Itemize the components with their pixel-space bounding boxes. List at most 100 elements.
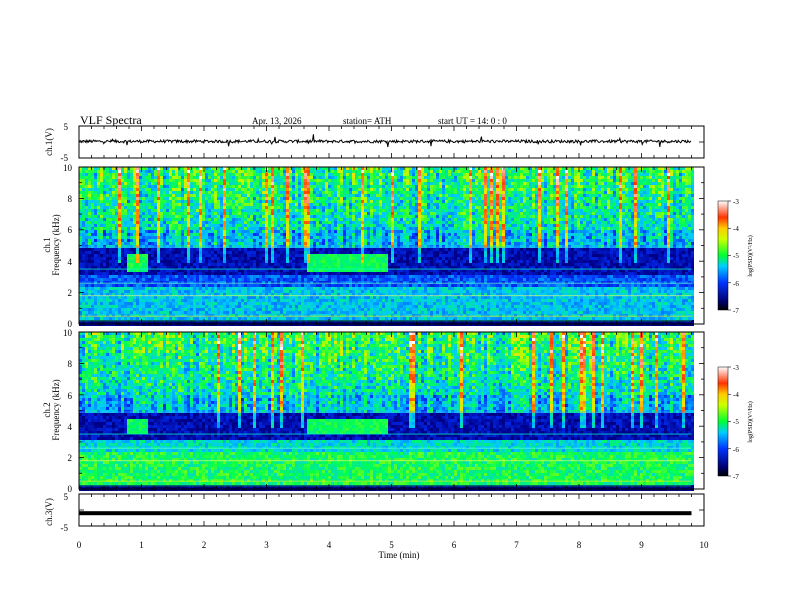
spectrogram-cell xyxy=(97,227,100,230)
spectrogram-cell xyxy=(298,320,301,323)
spectrogram-cell xyxy=(334,320,337,323)
spectrogram-cell xyxy=(286,203,289,206)
spectrogram-cell xyxy=(358,200,361,203)
spectrogram-cell xyxy=(175,206,178,209)
spectrogram-cell xyxy=(112,218,115,221)
spectrogram-cell xyxy=(115,230,118,233)
spectrogram-cell xyxy=(217,182,220,185)
spectrogram-cell xyxy=(304,278,307,281)
spectrogram-cell xyxy=(85,257,88,260)
spectrogram-cell xyxy=(274,314,277,317)
spectrogram-cell xyxy=(214,218,217,221)
spectrogram-cell xyxy=(145,266,148,269)
spectrogram-cell xyxy=(160,236,163,239)
spectrogram-cell xyxy=(229,209,232,212)
spectrogram-cell xyxy=(265,308,268,311)
spectrogram-cell xyxy=(253,170,256,173)
spectrogram-cell xyxy=(355,245,358,248)
spectrogram-cell xyxy=(133,206,136,209)
spectrogram-cell xyxy=(223,170,226,173)
spectrogram-cell xyxy=(217,293,220,296)
spectrogram-cell xyxy=(256,245,259,248)
spectrogram-cell xyxy=(349,218,352,221)
spectrogram-cell xyxy=(301,176,304,179)
spectrogram-cell xyxy=(289,275,292,278)
spectrogram-cell xyxy=(79,254,82,257)
spectrogram-cell xyxy=(163,212,166,215)
spectrogram-cell xyxy=(244,239,247,242)
spectrogram-cell xyxy=(217,287,220,290)
spectrogram-cell xyxy=(97,170,100,173)
spectrogram-cell xyxy=(121,206,124,209)
spectrogram-cell xyxy=(307,176,310,179)
spectrogram-cell xyxy=(127,308,130,311)
spectrogram-cell xyxy=(322,197,325,200)
spectrogram-cell xyxy=(259,314,262,317)
spectrogram-cell xyxy=(106,215,109,218)
spectrogram-cell xyxy=(136,275,139,278)
spectrogram-cell xyxy=(295,320,298,323)
spectrogram-cell xyxy=(292,209,295,212)
spectrogram-cell xyxy=(349,248,352,251)
spectrogram-cell xyxy=(94,203,97,206)
spectrogram-cell xyxy=(358,272,361,275)
spectrogram-cell xyxy=(79,200,82,203)
spectrogram-cell xyxy=(190,215,193,218)
spectrogram-cell xyxy=(313,257,316,260)
spectrogram-cell xyxy=(205,293,208,296)
spectrogram-cell xyxy=(124,200,127,203)
spectrogram-cell xyxy=(310,230,313,233)
spectrogram-cell xyxy=(241,248,244,251)
spectrogram-cell xyxy=(256,314,259,317)
spectrogram-cell xyxy=(205,227,208,230)
spectrogram-cell xyxy=(331,245,334,248)
spectrogram-cell xyxy=(262,275,265,278)
spectrogram-cell xyxy=(235,194,238,197)
spectrogram-cell xyxy=(268,260,271,263)
spectrogram-cell xyxy=(349,182,352,185)
spectrogram-cell xyxy=(346,239,349,242)
spectrogram-cell xyxy=(214,314,217,317)
spectrogram-cell xyxy=(112,275,115,278)
spectrogram-cell xyxy=(241,245,244,248)
spectrogram-cell xyxy=(202,209,205,212)
spectrogram-cell xyxy=(202,224,205,227)
spectrogram-cell xyxy=(157,233,160,236)
spectrogram-cell xyxy=(325,236,328,239)
spectrogram-cell xyxy=(241,269,244,272)
spectrogram-cell xyxy=(220,260,223,263)
spectrogram-cell xyxy=(220,227,223,230)
spectrogram-cell xyxy=(208,224,211,227)
spectrogram-cell xyxy=(310,215,313,218)
spectrogram-cell xyxy=(283,194,286,197)
spectrogram-cell xyxy=(85,215,88,218)
spectrogram-cell xyxy=(205,221,208,224)
spectrogram-cell xyxy=(136,233,139,236)
spectrogram-cell xyxy=(193,197,196,200)
spectrogram-cell xyxy=(253,176,256,179)
spectrogram-cell xyxy=(145,260,148,263)
spectrogram-cell xyxy=(166,245,169,248)
spectrogram-cell xyxy=(265,239,268,242)
spectrogram-cell xyxy=(358,209,361,212)
spectrogram-cell xyxy=(355,257,358,260)
spectrogram-cell xyxy=(139,317,142,320)
spectrogram-cell xyxy=(325,188,328,191)
spectrogram-cell xyxy=(316,242,319,245)
spectrogram-cell xyxy=(325,254,328,257)
spectrogram-cell xyxy=(88,194,91,197)
spectrogram-cell xyxy=(268,218,271,221)
spectrogram-cell xyxy=(346,311,349,314)
spectrogram-cell xyxy=(271,179,274,182)
spectrogram-cell xyxy=(82,245,85,248)
spectrogram-cell xyxy=(85,179,88,182)
spectrogram-cell xyxy=(145,296,148,299)
spectrogram-cell xyxy=(274,254,277,257)
spectrogram-cell xyxy=(151,275,154,278)
spectrogram-cell xyxy=(241,302,244,305)
spectrogram-cell xyxy=(157,200,160,203)
spectrogram-cell xyxy=(205,305,208,308)
spectrogram-cell xyxy=(226,173,229,176)
spectrogram-cell xyxy=(142,197,145,200)
spectrogram-cell xyxy=(289,311,292,314)
